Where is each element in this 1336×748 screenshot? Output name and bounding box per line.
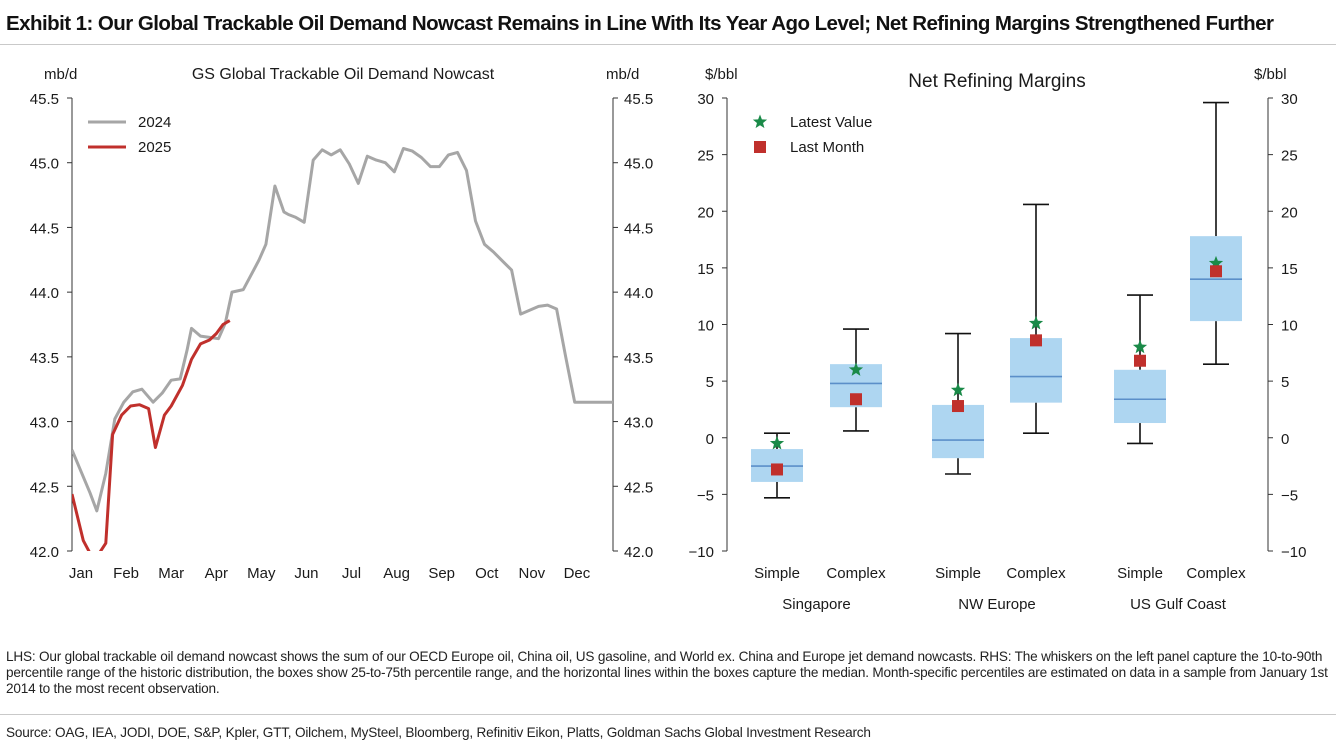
y-tick-label-left: 45.0: [30, 156, 59, 173]
y-tick-label-left: −10: [689, 544, 714, 561]
y-tick-label-left: 43.0: [30, 415, 59, 432]
y-tick-label-right: 42.5: [624, 479, 653, 496]
x-tick-label-category: Complex: [826, 565, 886, 582]
y-tick-label-left: 15: [697, 261, 714, 278]
series-line-2025: [72, 319, 231, 551]
iqr-box: [932, 404, 984, 459]
refining-margins-chart: Net Refining Margins $/bbl $/bbl −10 −10 −5 −5…: [689, 66, 1307, 613]
x-tick-label-month: Sep: [428, 565, 455, 582]
y-axis-unit-right: mb/d: [606, 66, 639, 83]
y-tick-label-left: 10: [697, 318, 714, 335]
last-month-marker: [1210, 265, 1222, 278]
x-tick-label-category: Simple: [754, 565, 800, 582]
x-tick-label-month: Apr: [205, 565, 228, 582]
series-line-2024: [72, 147, 613, 513]
exhibit-title: Exhibit 1: Our Global Trackable Oil Dema…: [6, 12, 1274, 35]
y-tick-label-left: 30: [697, 91, 714, 108]
x-tick-label-month: May: [247, 565, 276, 582]
y-tick-label-right: 45.0: [624, 156, 653, 173]
y-tick-label-right: 30: [1281, 91, 1298, 108]
legend-last-month-marker: [754, 141, 766, 153]
latest-value-marker: [1132, 339, 1148, 354]
x-tick-label-month: Jun: [294, 565, 318, 582]
x-tick-label-category: Complex: [1006, 565, 1066, 582]
source-divider: [0, 714, 1336, 715]
latest-value-marker: [848, 362, 864, 376]
y-tick-label-right: 5: [1281, 374, 1289, 391]
y-tick-label-left: 42.5: [30, 479, 59, 496]
y-tick-label-right: 15: [1281, 261, 1298, 278]
source-note: Source: OAG, IEA, JODI, DOE, S&P, Kpler,…: [6, 725, 871, 740]
y-axis-unit-left: $/bbl: [705, 66, 738, 83]
latest-value-marker: [1028, 315, 1044, 330]
x-tick-label-month: Nov: [519, 565, 546, 582]
latest-value-marker: [1208, 255, 1224, 270]
y-tick-label-right: −10: [1281, 544, 1306, 561]
y-tick-label-left: 25: [697, 148, 714, 165]
x-group-label: Singapore: [782, 596, 850, 613]
x-tick-label-month: Oct: [475, 565, 499, 582]
y-tick-label-left: 42.0: [30, 544, 59, 561]
y-tick-label-left: 44.5: [30, 220, 59, 237]
iqr-box: [1010, 338, 1062, 403]
y-tick-label-right: 0: [1281, 431, 1289, 448]
title-divider: [0, 44, 1336, 45]
x-tick-label-month: Aug: [383, 565, 410, 582]
y-axis-unit-right: $/bbl: [1254, 66, 1287, 83]
x-tick-label-month: Mar: [158, 565, 184, 582]
y-tick-label-left: −5: [697, 487, 714, 504]
chart-title: GS Global Trackable Oil Demand Nowcast: [192, 66, 495, 83]
chart-title: Net Refining Margins: [908, 71, 1085, 92]
legend-label-2025: 2025: [138, 139, 171, 156]
y-tick-label-right: −5: [1281, 487, 1298, 504]
last-month-marker: [952, 400, 964, 413]
iqr-box: [1114, 369, 1166, 424]
y-tick-label-right: 43.5: [624, 350, 653, 367]
latest-value-marker: [769, 435, 785, 450]
y-tick-label-right: 45.5: [624, 91, 653, 108]
y-tick-label-right: 20: [1281, 204, 1298, 221]
y-tick-label-right: 43.0: [624, 415, 653, 432]
x-tick-label-month: Jul: [342, 565, 361, 582]
legend-latest-marker: [752, 114, 768, 129]
x-tick-label-category: Complex: [1186, 565, 1246, 582]
y-axis-unit-left: mb/d: [44, 66, 77, 83]
x-group-label: NW Europe: [958, 596, 1036, 613]
y-tick-label-left: 5: [706, 374, 714, 391]
y-tick-label-left: 0: [706, 431, 714, 448]
last-month-marker: [850, 393, 862, 406]
x-tick-label-month: Dec: [564, 565, 591, 582]
legend-label-2024: 2024: [138, 114, 171, 131]
y-tick-label-right: 25: [1281, 148, 1298, 165]
last-month-marker: [1030, 334, 1042, 347]
latest-value-marker: [950, 382, 966, 397]
last-month-marker: [1134, 354, 1146, 367]
legend-label-latest: Latest Value: [790, 114, 872, 131]
y-tick-label-right: 42.0: [624, 544, 653, 561]
y-tick-label-right: 10: [1281, 318, 1298, 335]
y-tick-label-right: 44.0: [624, 285, 653, 302]
x-tick-label-category: Simple: [1117, 565, 1163, 582]
last-month-marker: [771, 463, 783, 476]
legend-label-last-month: Last Month: [790, 139, 864, 156]
y-tick-label-left: 20: [697, 204, 714, 221]
x-tick-label-month: Jan: [69, 565, 93, 582]
y-tick-label-left: 44.0: [30, 285, 59, 302]
x-group-label: US Gulf Coast: [1130, 596, 1227, 613]
y-tick-label-right: 44.5: [624, 220, 653, 237]
footnote: LHS: Our global trackable oil demand now…: [6, 649, 1328, 696]
x-tick-label-month: Feb: [113, 565, 139, 582]
x-tick-label-category: Simple: [935, 565, 981, 582]
oil-demand-nowcast-chart: GS Global Trackable Oil Demand Nowcast mb…: [30, 66, 653, 582]
y-tick-label-left: 45.5: [30, 91, 59, 108]
y-tick-label-left: 43.5: [30, 350, 59, 367]
